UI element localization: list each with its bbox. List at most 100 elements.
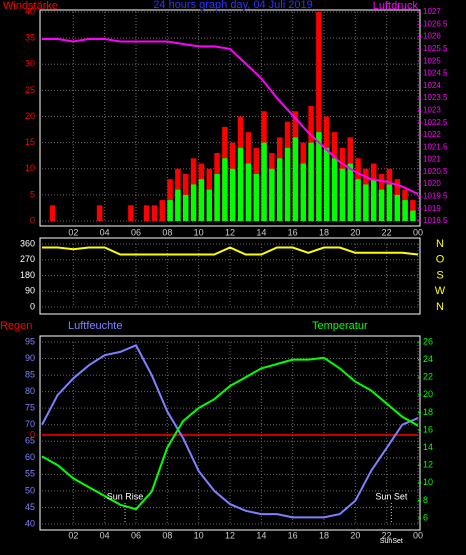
y-tick-label: 25 [25, 85, 35, 95]
compass-label: W [435, 285, 446, 297]
bar [300, 163, 306, 221]
series-line [42, 38, 419, 195]
bar [410, 210, 416, 221]
bar [316, 132, 322, 221]
bar [175, 189, 181, 221]
bar [183, 194, 189, 221]
y2-tick-label: 8 [423, 495, 428, 505]
y-tick-label: 5 [30, 189, 35, 199]
x-tick-label: 16 [288, 530, 298, 540]
y-tick-label: 15 [25, 137, 35, 147]
chart-title: 24 hours graph day, 04 Juli 2019 [153, 0, 312, 11]
bar [378, 189, 385, 221]
bar [355, 179, 361, 221]
y2-axis-label: Luftdruck [373, 0, 419, 12]
x-tick-label: 14 [256, 530, 266, 540]
y2-tick-label: 10 [423, 477, 433, 487]
bar [151, 205, 158, 221]
y2-tick-label: 14 [423, 442, 433, 452]
y-tick-label: 55 [25, 469, 35, 479]
annotation: Sun Rise [107, 491, 144, 501]
y-tick-label: 0 [30, 215, 35, 225]
y-tick-label: 0 [30, 301, 35, 311]
x-tick-label: 10 [194, 227, 204, 237]
bar [394, 194, 400, 221]
bar [159, 200, 165, 221]
x-tick-label: 04 [100, 530, 110, 540]
y-tick-label: 70 [25, 419, 35, 429]
bar [206, 189, 212, 221]
y2-tick-label: 20 [423, 389, 433, 399]
bar [167, 200, 173, 221]
bar [253, 173, 259, 221]
x-tick-label: 18 [319, 227, 329, 237]
y-tick-label: 50 [25, 485, 35, 495]
bar [214, 173, 220, 221]
y-tick-label: 95 [25, 336, 35, 346]
y-tick-label: 65 [25, 436, 35, 446]
bar [363, 184, 369, 221]
bar [347, 163, 353, 221]
y-tick-label: 360 [20, 238, 35, 248]
y-axis-label: Luftfeuchte [68, 320, 122, 332]
bar [230, 168, 236, 221]
y2-tick-label: 1020 [423, 179, 441, 188]
y-tick-label: 180 [20, 270, 35, 280]
bar [143, 205, 150, 221]
y-tick-label: 35 [25, 33, 35, 43]
y2-tick-label: 1022 [423, 130, 441, 139]
rain-tick-label: 0 [30, 429, 35, 439]
y-tick-label: 40 [25, 6, 35, 16]
y-tick-label: 85 [25, 369, 35, 379]
x-tick-label: 20 [350, 530, 360, 540]
bar [222, 158, 228, 221]
series-line [41, 356, 419, 511]
bar [198, 179, 205, 221]
x-tick-label: 06 [131, 530, 141, 540]
x-tick-label: 04 [100, 227, 110, 237]
compass-label: N [436, 238, 444, 250]
bar [331, 158, 338, 221]
y-axis-label: Windstärke [3, 0, 58, 12]
x-tick-label: 10 [194, 530, 204, 540]
bar [292, 137, 299, 221]
bar [386, 184, 393, 221]
y2-tick-label: 26 [423, 336, 433, 346]
y-tick-label: 90 [25, 353, 35, 363]
x-tick-label: 12 [225, 530, 235, 540]
x-tick-label: 12 [225, 227, 235, 237]
y2-tick-label: 1024 [423, 81, 441, 90]
x-tick-label: 16 [288, 227, 298, 237]
y2-tick-label: 1024.5 [423, 69, 448, 78]
wind-panel [39, 9, 421, 227]
y2-tick-label: 1021 [423, 155, 441, 164]
bar [128, 205, 134, 221]
y2-tick-label: 1019 [423, 204, 441, 213]
y-tick-label: 30 [25, 59, 35, 69]
x-tick-label: 18 [319, 530, 329, 540]
y-tick-label: 270 [20, 254, 35, 264]
y-tick-label: 75 [25, 403, 35, 413]
y-tick-label: 80 [25, 386, 35, 396]
compass-label: O [436, 254, 445, 266]
y2-tick-label: 1026.5 [423, 19, 448, 28]
x-tick-label: 08 [162, 227, 172, 237]
y2-tick-label: 1025.5 [423, 44, 448, 53]
y2-tick-label: 1020.5 [423, 167, 448, 176]
annotation: Sun Set [375, 491, 408, 501]
y2-tick-label: 1025 [423, 56, 441, 65]
y2-tick-label: 16 [423, 424, 433, 434]
y-tick-label: 60 [25, 452, 35, 462]
compass-label: S [436, 269, 443, 281]
y2-tick-label: 1018.5 [423, 216, 448, 225]
y2-tick-label: 1021.5 [423, 142, 448, 151]
y-tick-label: 45 [25, 502, 35, 512]
x-tick-label: 00 [413, 227, 423, 237]
y2-tick-label: 1027 [423, 7, 441, 16]
bar [49, 205, 56, 221]
bar [371, 179, 377, 221]
climate-panel [39, 335, 421, 531]
rain-label: Regen [0, 320, 32, 332]
y2-tick-label: 1026 [423, 32, 441, 41]
